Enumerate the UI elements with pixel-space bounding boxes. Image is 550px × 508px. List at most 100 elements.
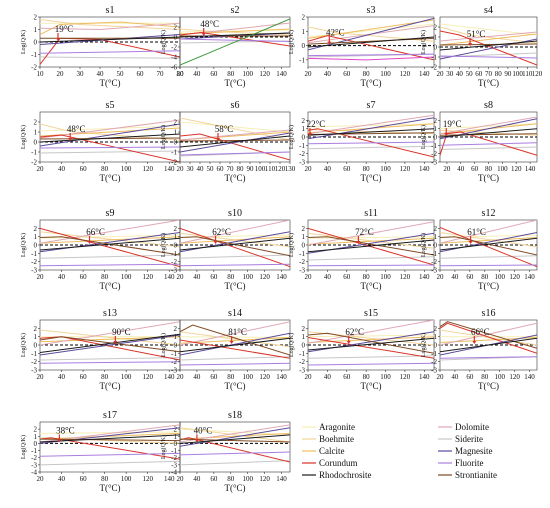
x-tick-label: 140 — [164, 165, 175, 173]
series-line-siderite — [308, 355, 434, 359]
x-axis-label: T(°C) — [478, 78, 499, 88]
y-tick-label: -1 — [431, 350, 437, 358]
x-tick-label: 40 — [456, 70, 464, 78]
series-line-boehmite — [308, 26, 434, 42]
x-tick-label: 120 — [275, 165, 286, 173]
y-tick-label: -4 — [171, 469, 177, 477]
series-line-boehmite — [440, 232, 537, 248]
x-tick-label: 120 — [400, 70, 411, 78]
y-tick-label: -6 — [171, 64, 177, 72]
y-tick-label: -3 — [431, 267, 437, 275]
series-line-boehmite — [180, 117, 290, 141]
x-tick-label: 20 — [443, 165, 451, 173]
x-tick-label: 140 — [419, 165, 430, 173]
x-tick-label: 100 — [494, 373, 505, 381]
panel-title: s17 — [103, 410, 117, 421]
y-tick-label: 0 — [34, 242, 38, 250]
series-line-fluorite — [440, 55, 537, 59]
panel-title: s5 — [106, 100, 115, 111]
series-line-corundum — [180, 227, 290, 268]
x-tick-label: 140 — [525, 165, 536, 173]
series-line-fluorite — [40, 361, 180, 364]
series-line-aragonite — [308, 334, 434, 338]
panel-title: s6 — [231, 100, 240, 111]
x-axis-label: T(°C) — [478, 381, 499, 391]
legend-label: Strontianite — [455, 470, 497, 480]
series-group — [40, 424, 180, 466]
y-tick-label: 2 — [174, 225, 178, 233]
y-tick-label: 0 — [174, 34, 178, 42]
x-tick-label: 140 — [419, 70, 430, 78]
series-line-aragonite — [40, 431, 180, 434]
annotation-arrowhead — [68, 138, 73, 141]
y-tick-label: -2 — [171, 258, 177, 266]
x-tick-label: 40 — [97, 70, 105, 78]
x-tick-label: 80 — [363, 70, 371, 78]
x-tick-label: 40 — [324, 373, 332, 381]
series-group — [180, 321, 290, 366]
y-tick-label: -3 — [299, 267, 305, 275]
y-tick-label: -2 — [31, 454, 37, 462]
legend-label: Fluorite — [455, 458, 484, 468]
x-tick-label: 100 — [242, 475, 253, 483]
x-tick-label: 100 — [380, 165, 391, 173]
y-tick-label: -4 — [31, 469, 37, 477]
series-line-strontianite — [308, 236, 434, 256]
y-tick-label: -2 — [299, 258, 305, 266]
legend-label: Siderite — [455, 434, 483, 444]
plot-frame — [179, 421, 291, 473]
x-tick-label: 20 — [37, 165, 45, 173]
series-line-strontianite — [180, 324, 290, 356]
series-line-dolomite — [180, 321, 290, 346]
y-tick-label: -1 — [299, 142, 305, 150]
x-axis-label: T(°C) — [478, 173, 499, 183]
series-line-rhodochrosite — [440, 40, 537, 51]
annotation-arrowhead — [57, 439, 62, 443]
series-line-strontianite — [40, 336, 180, 353]
chart-panel-s2: s2 20 40 60 80 100 120 140 -6 -4 -2 0 2 T(°C) Log(Q/K)… — [160, 5, 291, 88]
series-line-magnesite — [308, 17, 434, 51]
y-tick-label: 0 — [434, 44, 438, 52]
legend-item-strontianite: Strontianite — [438, 470, 497, 480]
y-tick-label: 0 — [302, 342, 306, 350]
series-line-siderite — [440, 255, 537, 259]
y-tick-label: 2 — [34, 14, 38, 22]
series-line-boehmite — [440, 26, 537, 44]
annotation-label: 51°C — [467, 29, 486, 39]
y-axis-label: Log(Q/K) — [420, 233, 427, 257]
y-tick-label: -3 — [171, 267, 177, 275]
series-line-calcite — [40, 21, 180, 35]
series-line-strontianite — [180, 236, 290, 257]
legend-item-rhodochrosite: Rhodochrosite — [302, 470, 372, 480]
y-axis-label: Log(Q/K) — [20, 30, 27, 54]
series-line-fluorite — [180, 38, 290, 42]
x-tick-label: 60 — [471, 165, 479, 173]
x-tick-label: 90 — [504, 70, 512, 78]
y-tick-label: -2 — [431, 64, 437, 72]
y-tick-label: -4 — [171, 54, 177, 62]
series-line-strontianite — [40, 236, 180, 256]
x-tick-label: 60 — [137, 70, 145, 78]
series-group — [308, 114, 434, 158]
y-tick-label: -2 — [431, 150, 437, 158]
x-tick-label: 60 — [343, 273, 351, 281]
x-tick-label: 80 — [177, 70, 185, 78]
x-tick-label: 50 — [466, 70, 474, 78]
legend-item-boehmite: Boehmite — [302, 434, 354, 444]
y-axis-label: Log(Q/K) — [160, 30, 167, 54]
annotation-arrowhead — [468, 241, 473, 244]
y-tick-label: -2 — [299, 358, 305, 366]
x-tick-label: 80 — [227, 373, 235, 381]
annotation-arrowhead — [56, 38, 60, 41]
series-line-strontianite — [440, 321, 537, 349]
annotation-label: 19°C — [443, 119, 462, 129]
series-line-fluorite — [308, 141, 434, 145]
x-tick-label: 140 — [276, 273, 287, 281]
series-line-corundum — [180, 133, 290, 161]
x-tick-label: 60 — [343, 165, 351, 173]
y-tick-label: 1 — [174, 333, 178, 341]
